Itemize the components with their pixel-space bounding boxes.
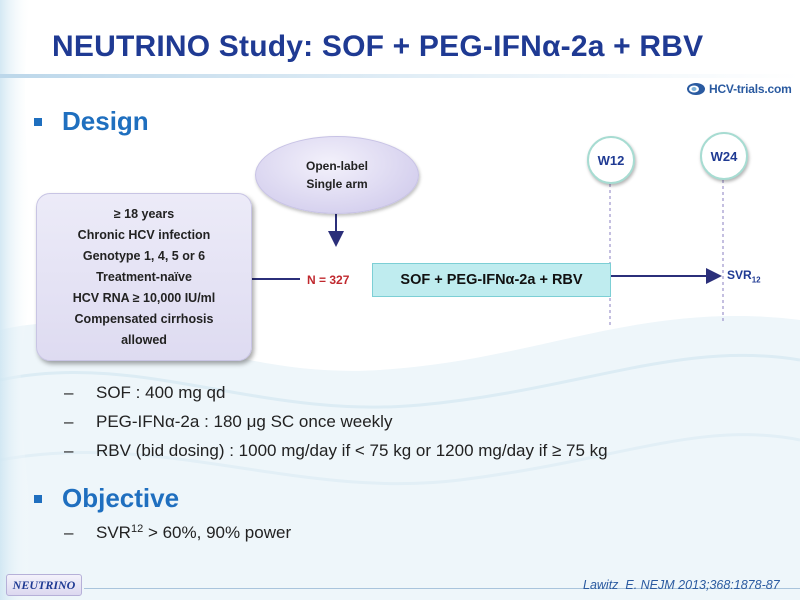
hcv-trials-logo: HCV-trials.com	[686, 79, 792, 99]
objective-subscript: 12	[130, 523, 144, 535]
criteria-item: allowed	[121, 332, 167, 347]
design-heading: Design	[34, 106, 149, 137]
inclusion-criteria-box: ≥ 18 years Chronic HCV infection Genotyp…	[36, 193, 252, 361]
title-underline	[0, 74, 800, 78]
criteria-item: HCV RNA ≥ 10,000 IU/ml	[72, 290, 216, 305]
criteria-item: Genotype 1, 4, 5 or 6	[82, 248, 206, 263]
week-12-circle: W12	[587, 136, 635, 184]
criteria-item: Treatment-naïve	[96, 269, 192, 284]
dosing-item: – RBV (bid dosing) : 1000 mg/day if < 75 …	[64, 441, 608, 460]
criteria-item: Compensated cirrhosis	[74, 311, 214, 326]
design-heading-label: Design	[62, 106, 149, 136]
bubble-line-1: Open-label	[305, 159, 368, 173]
open-label-bubble: Open-label Single arm	[255, 136, 419, 214]
square-bullet-icon	[34, 494, 42, 503]
footer-divider	[84, 588, 800, 589]
slide-title: NEUTRINO Study: SOF + PEG-IFNα-2a + RBV	[52, 30, 704, 63]
objective-prefix: SVR	[96, 523, 131, 542]
treatment-arm-bar: SOF + PEG-IFNα-2a + RBV	[372, 263, 611, 297]
bubble-line-2: Single arm	[306, 177, 368, 191]
objective-suffix: > 60%, 90% power	[143, 523, 292, 542]
criteria-item: ≥ 18 years	[113, 206, 175, 221]
dosing-text: RBV (bid dosing) : 1000 mg/day if < 75 k…	[96, 441, 608, 460]
dosing-text: SOF : 400 mg qd	[96, 383, 226, 402]
week-24-circle: W24	[700, 132, 748, 180]
endpoint-label: SVR12	[727, 268, 761, 284]
endpoint-text: SVR	[727, 268, 752, 282]
logo-text: HCV-trials.com	[709, 82, 792, 96]
square-bullet-icon	[34, 117, 42, 126]
criteria-item: Chronic HCV infection	[77, 227, 211, 242]
dosing-item: – PEG-IFNα-2a : 180 μg SC once weekly	[64, 412, 393, 431]
study-tag-badge: NEUTRINO	[6, 574, 82, 596]
objective-heading: Objective	[34, 483, 179, 514]
endpoint-subscript: 12	[751, 275, 761, 285]
sample-size-label: N = 327	[307, 273, 350, 287]
citation: Lawitz E. NEJM 2013;368:1878-87	[583, 578, 780, 592]
objective-heading-label: Objective	[62, 483, 180, 513]
objective-item: – SVR 12 > 60%, 90% power	[64, 523, 292, 542]
dosing-item: – SOF : 400 mg qd	[64, 383, 226, 402]
dosing-text: PEG-IFNα-2a : 180 μg SC once weekly	[96, 412, 393, 431]
hcv-trials-logo-icon	[687, 83, 705, 95]
